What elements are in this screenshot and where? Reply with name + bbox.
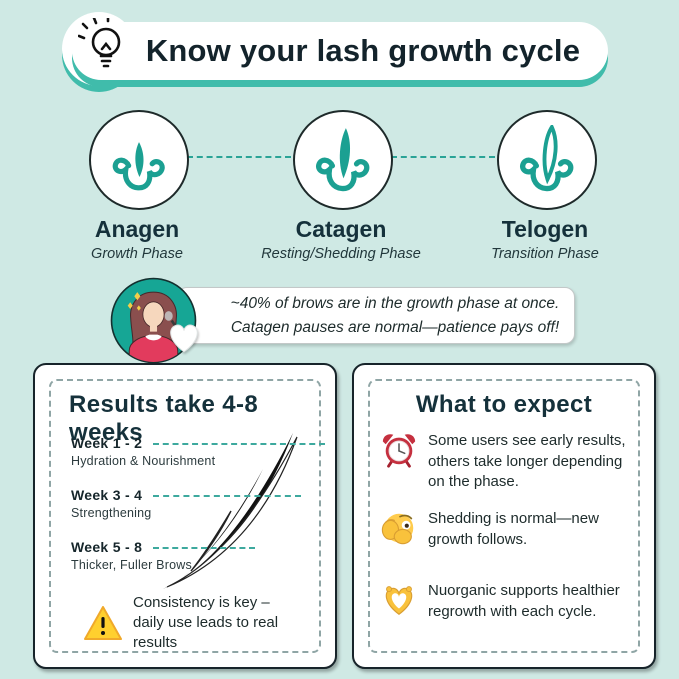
alarm-clock-icon: [380, 431, 418, 469]
milestone-weeks: Week 5 - 8: [71, 539, 143, 555]
results-box: Results take 4-8 weeks Week 1 - 2 Hydrat…: [33, 363, 337, 669]
expect-text: Shedding is normal—new growth follows.: [428, 510, 599, 548]
callout-text-line1: ~40% of brows are in the growth phase at…: [230, 294, 560, 312]
milestone-week-5-8: Week 5 - 8 Thicker, Fuller Brows: [71, 539, 321, 572]
hair-follicle-icon: [316, 128, 370, 192]
milestone-week-1-2: Week 1 - 2 Hydration & Nourishment: [71, 435, 325, 468]
lash-swoosh-illustration: [157, 423, 309, 595]
anagen-circle: [89, 110, 189, 210]
phase-name: Telogen: [501, 216, 589, 242]
phase-subtitle: Transition Phase: [491, 246, 599, 262]
phase-connector-line: [391, 156, 495, 158]
consistency-line1: Consistency is key –: [133, 594, 270, 611]
phase-name: Anagen: [94, 216, 180, 242]
catagen-circle: [293, 110, 393, 210]
milestone-dashed-line: [153, 495, 301, 497]
expect-title: What to expect: [415, 391, 593, 418]
phase-name: Catagen: [295, 216, 387, 242]
header-banner: [72, 22, 608, 80]
page-title: Know your lash growth cycle: [145, 33, 581, 68]
expect-text: Some users see early results, others tak…: [428, 432, 626, 490]
telogen-circle: [497, 110, 597, 210]
milestone-weeks: Week 1 - 2: [71, 435, 143, 451]
consistency-note: Consistency is key – daily use leads to …: [83, 593, 313, 653]
expect-box: What to expect Some users see early resu…: [352, 363, 656, 669]
callout-text-line2: Catagen pauses are normal—patience pays …: [230, 318, 560, 336]
milestone-label: Thicker, Fuller Brows: [71, 558, 192, 572]
anagen-label: Anagen Growth Phase: [27, 216, 247, 262]
milestone-week-3-4: Week 3 - 4 Strengthening: [71, 487, 321, 520]
phase-connector-line: [187, 156, 291, 158]
lightbulb-icon: [77, 14, 134, 78]
expect-dashed-border: [368, 379, 640, 653]
milestone-dashed-line: [153, 443, 325, 445]
expect-item-shedding: Shedding is normal—new growth follows.: [380, 509, 632, 550]
warning-triangle-icon: [83, 605, 123, 642]
milestone-weeks: Week 3 - 4: [71, 487, 143, 503]
peeking-face-icon: [380, 509, 418, 547]
telogen-label: Telogen Transition Phase: [435, 216, 655, 262]
expect-text: Nuorganic supports healthier regrowth wi…: [428, 582, 620, 620]
milestone-label: Hydration & Nourishment: [71, 454, 216, 468]
white-heart-icon: [163, 315, 205, 357]
phase-subtitle: Growth Phase: [91, 246, 183, 262]
results-dashed-border: [49, 379, 321, 653]
hair-follicle-icon: [112, 142, 165, 191]
milestone-dashed-line: [153, 547, 255, 549]
consistency-line2: daily use leads to real results: [133, 614, 279, 651]
milestone-label: Strengthening: [71, 506, 152, 520]
phase-subtitle: Resting/Shedding Phase: [261, 246, 421, 262]
expect-item-regrowth: Nuorganic supports healthier regrowth wi…: [380, 581, 632, 622]
catagen-label: Catagen Resting/Shedding Phase: [231, 216, 451, 262]
consistency-text: Consistency is key – daily use leads to …: [133, 593, 313, 653]
expect-item-timing: Some users see early results, others tak…: [380, 431, 632, 493]
results-title: Results take 4-8 weeks: [69, 391, 259, 446]
heart-hands-icon: [380, 581, 418, 619]
hair-follicle-icon: [520, 125, 574, 192]
callout-tip-box: ~40% of brows are in the growth phase at…: [177, 287, 575, 344]
